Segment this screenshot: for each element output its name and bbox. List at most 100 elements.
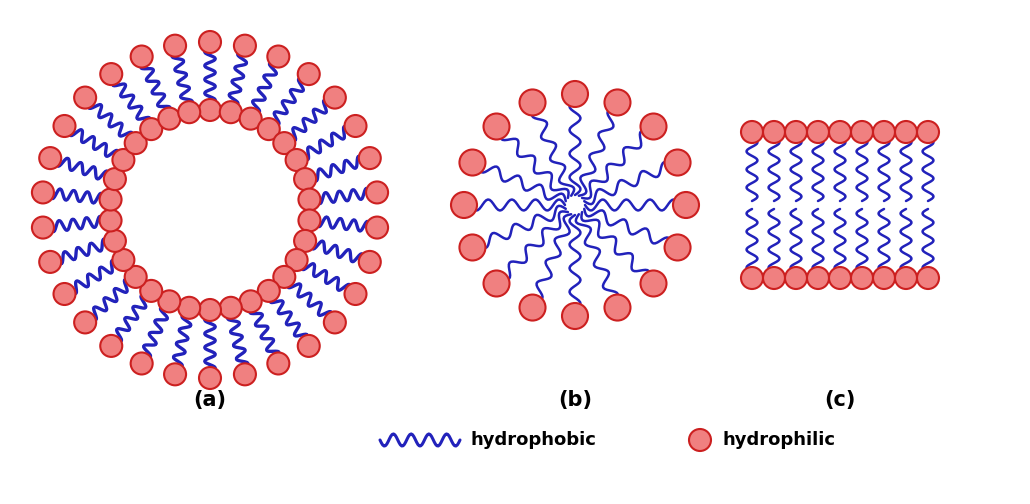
Circle shape bbox=[100, 335, 123, 357]
Circle shape bbox=[299, 210, 320, 231]
Text: (b): (b) bbox=[558, 390, 592, 410]
Circle shape bbox=[100, 63, 123, 85]
Circle shape bbox=[285, 149, 308, 171]
Circle shape bbox=[483, 271, 510, 296]
Circle shape bbox=[519, 294, 546, 321]
Circle shape bbox=[131, 352, 152, 374]
Circle shape bbox=[74, 311, 96, 334]
Circle shape bbox=[199, 31, 221, 53]
Circle shape bbox=[112, 149, 134, 171]
Circle shape bbox=[605, 89, 630, 115]
Circle shape bbox=[100, 210, 122, 231]
Circle shape bbox=[323, 87, 346, 108]
Circle shape bbox=[39, 147, 61, 169]
Circle shape bbox=[234, 35, 255, 56]
Circle shape bbox=[806, 267, 829, 289]
Circle shape bbox=[851, 121, 873, 143]
Circle shape bbox=[112, 249, 134, 271]
Circle shape bbox=[295, 230, 316, 252]
Circle shape bbox=[763, 267, 785, 289]
Circle shape bbox=[895, 121, 917, 143]
Circle shape bbox=[344, 283, 367, 305]
Circle shape bbox=[664, 150, 690, 175]
Circle shape bbox=[54, 115, 75, 137]
Circle shape bbox=[806, 121, 829, 143]
Circle shape bbox=[54, 283, 75, 305]
Circle shape bbox=[164, 363, 186, 386]
Circle shape bbox=[519, 89, 546, 115]
Circle shape bbox=[32, 181, 54, 204]
Circle shape bbox=[641, 271, 666, 296]
Circle shape bbox=[219, 297, 242, 319]
Circle shape bbox=[895, 267, 917, 289]
Circle shape bbox=[32, 217, 54, 238]
Circle shape bbox=[741, 267, 763, 289]
Circle shape bbox=[258, 118, 280, 140]
Circle shape bbox=[273, 132, 296, 154]
Circle shape bbox=[131, 45, 152, 68]
Circle shape bbox=[873, 121, 895, 143]
Circle shape bbox=[240, 108, 262, 130]
Circle shape bbox=[483, 113, 510, 140]
Circle shape bbox=[562, 81, 588, 107]
Circle shape bbox=[39, 251, 61, 273]
Circle shape bbox=[199, 367, 221, 389]
Circle shape bbox=[605, 294, 630, 321]
Circle shape bbox=[829, 267, 851, 289]
Circle shape bbox=[295, 168, 316, 190]
Circle shape bbox=[829, 121, 851, 143]
Circle shape bbox=[199, 99, 221, 121]
Text: (a): (a) bbox=[194, 390, 227, 410]
Circle shape bbox=[366, 217, 388, 238]
Circle shape bbox=[104, 230, 126, 252]
Circle shape bbox=[199, 299, 221, 321]
Circle shape bbox=[562, 303, 588, 329]
Circle shape bbox=[285, 249, 308, 271]
Circle shape bbox=[344, 115, 367, 137]
Circle shape bbox=[298, 335, 319, 357]
Circle shape bbox=[140, 118, 162, 140]
Circle shape bbox=[234, 363, 255, 386]
Circle shape bbox=[785, 121, 806, 143]
Circle shape bbox=[159, 290, 180, 312]
Circle shape bbox=[785, 267, 806, 289]
Circle shape bbox=[273, 266, 296, 288]
Circle shape bbox=[140, 280, 162, 302]
Circle shape bbox=[125, 132, 146, 154]
Circle shape bbox=[459, 234, 485, 261]
Circle shape bbox=[664, 234, 690, 261]
Text: (c): (c) bbox=[824, 390, 856, 410]
Circle shape bbox=[673, 192, 699, 218]
Text: hydrophobic: hydrophobic bbox=[470, 431, 596, 449]
Circle shape bbox=[125, 266, 146, 288]
Circle shape bbox=[240, 290, 262, 312]
Circle shape bbox=[178, 101, 200, 123]
Circle shape bbox=[873, 267, 895, 289]
Circle shape bbox=[164, 35, 186, 56]
Circle shape bbox=[366, 181, 388, 204]
Circle shape bbox=[358, 251, 381, 273]
Circle shape bbox=[298, 63, 319, 85]
Circle shape bbox=[268, 352, 289, 374]
Circle shape bbox=[100, 188, 122, 211]
Circle shape bbox=[74, 87, 96, 108]
Circle shape bbox=[917, 121, 939, 143]
Circle shape bbox=[219, 101, 242, 123]
Circle shape bbox=[104, 168, 126, 190]
Circle shape bbox=[258, 280, 280, 302]
Circle shape bbox=[459, 150, 485, 175]
Text: hydrophilic: hydrophilic bbox=[722, 431, 835, 449]
Circle shape bbox=[178, 297, 200, 319]
Circle shape bbox=[268, 45, 289, 68]
Circle shape bbox=[741, 121, 763, 143]
Circle shape bbox=[763, 121, 785, 143]
Circle shape bbox=[451, 192, 477, 218]
Circle shape bbox=[641, 113, 666, 140]
Circle shape bbox=[689, 429, 711, 451]
Circle shape bbox=[323, 311, 346, 334]
Circle shape bbox=[159, 108, 180, 130]
Circle shape bbox=[358, 147, 381, 169]
Circle shape bbox=[917, 267, 939, 289]
Circle shape bbox=[851, 267, 873, 289]
Circle shape bbox=[299, 188, 320, 211]
